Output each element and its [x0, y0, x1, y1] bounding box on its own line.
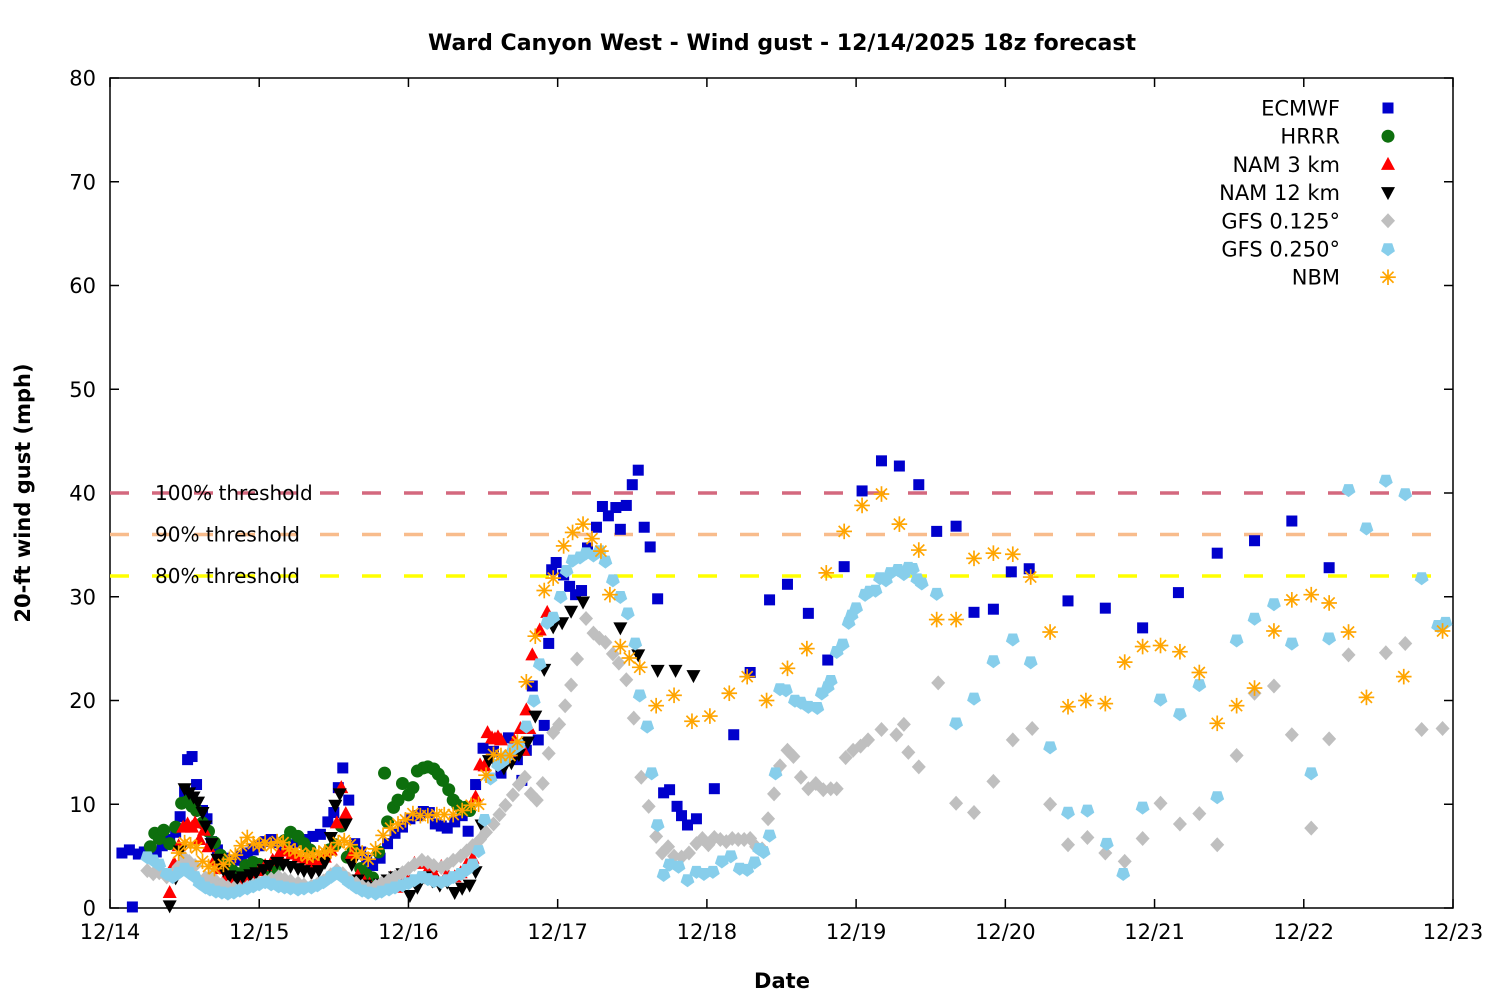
x-tick-label: 12/15	[229, 920, 290, 944]
plot-content: 0 10 20 30 40 50 60 70 80 12/14 12/15 12/16 12/17 12/…	[69, 67, 1483, 945]
x-tick-label: 12/19	[826, 920, 887, 944]
axes: 0 10 20 30 40 50 60 70 80 12/14 12/15 12/16 12/17 12/…	[69, 67, 1483, 945]
y-tick-label: 40	[69, 482, 96, 506]
series-gfs-0-250	[140, 474, 1453, 901]
x-tick-label: 12/17	[527, 920, 588, 944]
y-tick-label: 70	[69, 170, 96, 194]
threshold-line-80-threshold: 80% threshold	[110, 564, 1453, 588]
series-nam-12-km	[162, 596, 701, 914]
y-tick-label: 10	[69, 793, 96, 817]
legend-label: ECMWF	[1261, 97, 1340, 121]
legend-item-ecmwf: ECMWF	[1261, 97, 1394, 121]
x-tick-label: 12/18	[677, 920, 738, 944]
x-tick-label: 12/23	[1423, 920, 1484, 944]
legend-label: NBM	[1292, 266, 1340, 290]
threshold-label: 80% threshold	[155, 564, 300, 588]
x-tick-label: 12/22	[1274, 920, 1335, 944]
legend: ECMWF HRRR NAM 3 km NAM 12 km GFS 0.125° GFS …	[1219, 97, 1396, 290]
legend-item-gfs-0-250: GFS 0.250°	[1221, 238, 1395, 262]
legend-item-gfs-0-125: GFS 0.125°	[1221, 209, 1395, 233]
y-tick-label: 30	[69, 585, 96, 609]
x-tick-label: 12/20	[975, 920, 1036, 944]
y-tick-label: 20	[69, 689, 96, 713]
x-tick-label: 12/21	[1124, 920, 1185, 944]
threshold-line-90-threshold: 90% threshold	[110, 523, 1453, 547]
legend-label: GFS 0.125°	[1221, 209, 1340, 233]
legend-label: GFS 0.250°	[1221, 238, 1340, 262]
x-tick-label: 12/16	[378, 920, 439, 944]
y-tick-label: 60	[69, 274, 96, 298]
y-tick-label: 0	[83, 897, 96, 921]
legend-label: NAM 12 km	[1219, 181, 1340, 205]
legend-label: HRRR	[1280, 125, 1340, 149]
threshold-line-100-threshold: 100% threshold	[110, 481, 1453, 505]
legend-item-nam-3-km: NAM 3 km	[1232, 153, 1395, 177]
threshold-label: 100% threshold	[155, 481, 313, 505]
x-axis-label: Date	[754, 969, 810, 993]
y-axis-label: 20-ft wind gust (mph)	[11, 363, 35, 622]
legend-label: NAM 3 km	[1232, 153, 1340, 177]
threshold-label: 90% threshold	[155, 523, 300, 547]
legend-item-nam-12-km: NAM 12 km	[1219, 181, 1395, 205]
legend-item-nbm: NBM	[1292, 266, 1396, 290]
legend-item-hrrr: HRRR	[1280, 125, 1395, 149]
y-tick-label: 80	[69, 67, 96, 91]
x-tick-label: 12/14	[80, 920, 141, 944]
y-tick-label: 50	[69, 378, 96, 402]
series-nbm	[170, 486, 1451, 877]
chart-title: Ward Canyon West - Wind gust - 12/14/202…	[428, 31, 1137, 56]
